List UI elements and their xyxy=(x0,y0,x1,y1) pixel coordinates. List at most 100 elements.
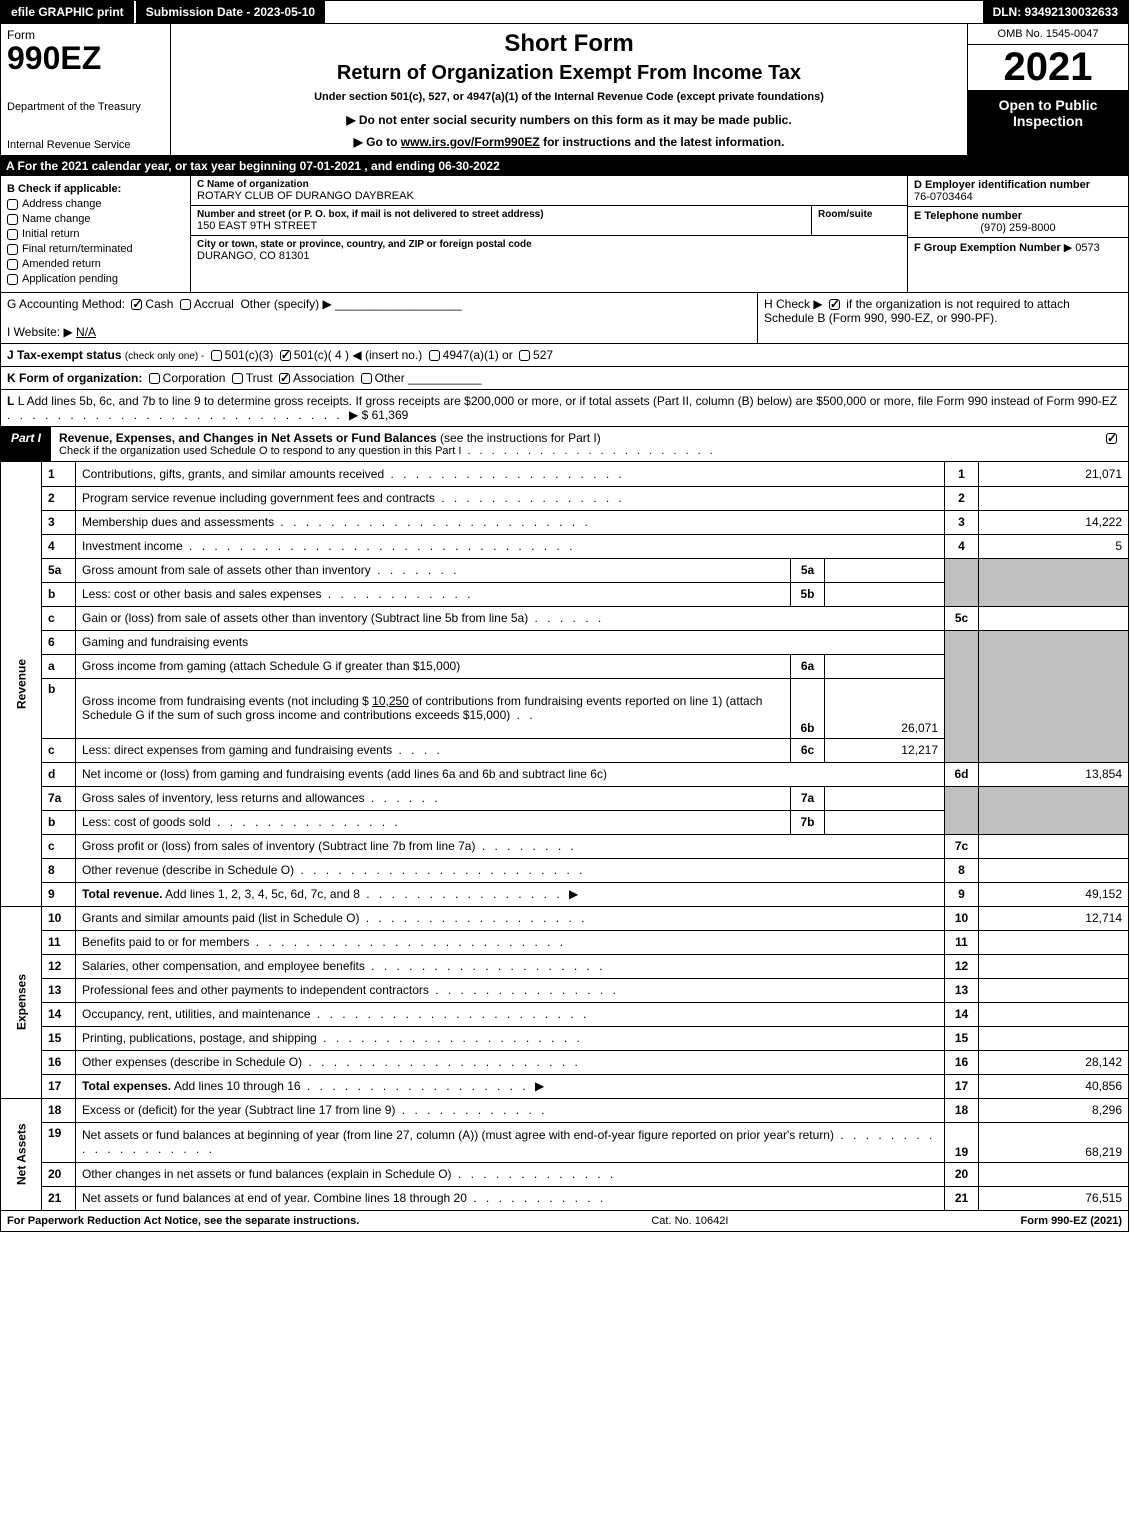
chk-trust[interactable] xyxy=(232,373,243,384)
g-label: G Accounting Method: xyxy=(7,297,125,311)
website-value: N/A xyxy=(76,325,96,339)
ein-cell: D Employer identification number 76-0703… xyxy=(908,176,1128,207)
line-3: 3 Membership dues and assessments . . . … xyxy=(1,510,1129,534)
group-number: ▶ 0573 xyxy=(1064,242,1100,254)
lines-table: Revenue 1 Contributions, gifts, grants, … xyxy=(0,462,1129,1211)
row-j: J Tax-exempt status (check only one) - 5… xyxy=(0,344,1129,367)
tel-cell: E Telephone number (970) 259-8000 xyxy=(908,207,1128,238)
org-name-cell: C Name of organization ROTARY CLUB OF DU… xyxy=(191,176,907,206)
j-sub: (check only one) - xyxy=(125,351,204,362)
dept-irs: Internal Revenue Service xyxy=(7,139,164,151)
title-return: Return of Organization Exempt From Incom… xyxy=(177,62,961,85)
group-cell: F Group Exemption Number ▶ 0573 xyxy=(908,238,1128,292)
header-left: Form 990EZ Department of the Treasury In… xyxy=(1,24,171,155)
line-17: 17 Total expenses. Add lines 10 through … xyxy=(1,1074,1129,1098)
submission-date: Submission Date - 2023-05-10 xyxy=(136,1,327,23)
chk-initial-return[interactable]: Initial return xyxy=(7,228,184,240)
col-b-label: B Check if applicable: xyxy=(7,183,184,195)
city-cell: City or town, state or province, country… xyxy=(191,236,907,292)
irs-link[interactable]: www.irs.gov/Form990EZ xyxy=(401,135,540,149)
line-11: 11 Benefits paid to or for members . . .… xyxy=(1,930,1129,954)
line-5a: 5a Gross amount from sale of assets othe… xyxy=(1,558,1129,582)
org-name-label: C Name of organization xyxy=(197,179,901,190)
part1-check-text: Check if the organization used Schedule … xyxy=(59,445,1087,457)
row-a-tax-year: A For the 2021 calendar year, or tax yea… xyxy=(0,156,1129,176)
spacer xyxy=(327,1,982,23)
link-post: for instructions and the latest informat… xyxy=(540,135,785,149)
col-d: D Employer identification number 76-0703… xyxy=(908,176,1128,292)
room-label: Room/suite xyxy=(818,209,901,220)
org-name: ROTARY CLUB OF DURANGO DAYBREAK xyxy=(197,190,901,202)
note-link: ▶ Go to www.irs.gov/Form990EZ for instru… xyxy=(177,135,961,149)
chk-assoc[interactable] xyxy=(279,373,290,384)
chk-other[interactable] xyxy=(361,373,372,384)
l-text: L Add lines 5b, 6c, and 7b to line 9 to … xyxy=(18,394,1117,408)
omb-number: OMB No. 1545-0047 xyxy=(968,24,1128,45)
h-label: H Check ▶ xyxy=(764,297,823,311)
street: 150 EAST 9TH STREET xyxy=(197,220,805,232)
row-gh: G Accounting Method: Cash Accrual Other … xyxy=(0,293,1129,344)
footer-center: Cat. No. 10642I xyxy=(359,1215,1020,1227)
chk-final-return[interactable]: Final return/terminated xyxy=(7,243,184,255)
line-19: 19 Net assets or fund balances at beginn… xyxy=(1,1122,1129,1162)
footer-right: Form 990-EZ (2021) xyxy=(1021,1215,1123,1227)
part1-title-sub: (see the instructions for Part I) xyxy=(440,431,601,445)
page-footer: For Paperwork Reduction Act Notice, see … xyxy=(0,1211,1129,1232)
top-bar: efile GRAPHIC print Submission Date - 20… xyxy=(0,0,1129,24)
line-2: 2 Program service revenue including gove… xyxy=(1,486,1129,510)
side-expenses: Expenses xyxy=(1,906,42,1098)
part1-tag: Part I xyxy=(1,427,51,461)
dept-treasury: Department of the Treasury xyxy=(7,101,164,113)
ein-label: D Employer identification number xyxy=(914,179,1122,191)
line-15: 15 Printing, publications, postage, and … xyxy=(1,1026,1129,1050)
chk-h[interactable] xyxy=(829,299,840,310)
chk-accrual[interactable] xyxy=(180,299,191,310)
side-revenue: Revenue xyxy=(1,462,42,906)
street-label: Number and street (or P. O. box, if mail… xyxy=(197,209,805,220)
line-6: 6 Gaming and fundraising events xyxy=(1,630,1129,654)
chk-application-pending[interactable]: Application pending xyxy=(7,273,184,285)
open-to-public: Open to Public Inspection xyxy=(968,91,1128,155)
street-cell: Number and street (or P. O. box, if mail… xyxy=(191,206,907,236)
line-20: 20 Other changes in net assets or fund b… xyxy=(1,1162,1129,1186)
form-number: 990EZ xyxy=(7,42,164,74)
chk-501c3[interactable] xyxy=(211,350,222,361)
header-right: OMB No. 1545-0047 2021 Open to Public In… xyxy=(968,24,1128,155)
group-label: F Group Exemption Number xyxy=(914,242,1061,254)
line-1: Revenue 1 Contributions, gifts, grants, … xyxy=(1,462,1129,486)
chk-amended-return[interactable]: Amended return xyxy=(7,258,184,270)
row-g: G Accounting Method: Cash Accrual Other … xyxy=(1,293,758,343)
chk-cash[interactable] xyxy=(131,299,142,310)
chk-4947[interactable] xyxy=(429,350,440,361)
line-16: 16 Other expenses (describe in Schedule … xyxy=(1,1050,1129,1074)
line-7a: 7a Gross sales of inventory, less return… xyxy=(1,786,1129,810)
line-4: 4 Investment income . . . . . . . . . . … xyxy=(1,534,1129,558)
block-bcd: B Check if applicable: Address change Na… xyxy=(0,176,1129,293)
ein: 76-0703464 xyxy=(914,191,1122,203)
tel: (970) 259-8000 xyxy=(914,222,1122,234)
l-amount: ▶ $ 61,369 xyxy=(349,408,408,422)
row-h: H Check ▶ if the organization is not req… xyxy=(758,293,1128,343)
chk-address-change[interactable]: Address change xyxy=(7,198,184,210)
row-l: L L Add lines 5b, 6c, and 7b to line 9 t… xyxy=(0,390,1129,427)
line-13: 13 Professional fees and other payments … xyxy=(1,978,1129,1002)
chk-corp[interactable] xyxy=(149,373,160,384)
note-ssn: ▶ Do not enter social security numbers o… xyxy=(177,113,961,127)
j-label: J Tax-exempt status xyxy=(7,348,122,362)
line-14: 14 Occupancy, rent, utilities, and maint… xyxy=(1,1002,1129,1026)
dln-label: DLN: 93492130032633 xyxy=(983,1,1128,23)
line-6d: d Net income or (loss) from gaming and f… xyxy=(1,762,1129,786)
link-pre: ▶ Go to xyxy=(354,135,401,149)
part1-check[interactable] xyxy=(1095,427,1128,461)
chk-name-change[interactable]: Name change xyxy=(7,213,184,225)
header-center: Short Form Return of Organization Exempt… xyxy=(171,24,968,155)
side-net-assets: Net Assets xyxy=(1,1098,42,1210)
chk-527[interactable] xyxy=(519,350,530,361)
chk-501c[interactable] xyxy=(280,350,291,361)
col-c: C Name of organization ROTARY CLUB OF DU… xyxy=(191,176,908,292)
row-k: K Form of organization: Corporation Trus… xyxy=(0,367,1129,390)
line-9: 9 Total revenue. Total revenue. Add line… xyxy=(1,882,1129,906)
i-label: I Website: ▶ xyxy=(7,325,73,339)
efile-print-button[interactable]: efile GRAPHIC print xyxy=(1,1,136,23)
k-label: K Form of organization: xyxy=(7,371,142,385)
